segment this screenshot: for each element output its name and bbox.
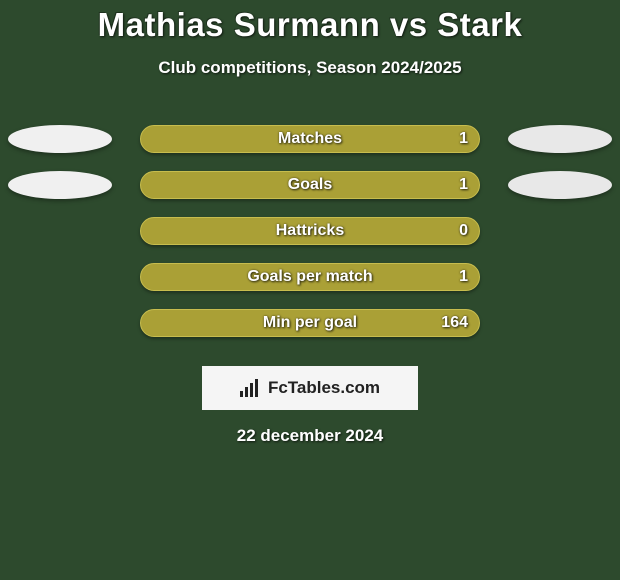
left-ellipse bbox=[8, 171, 112, 199]
stat-row: Min per goal 164 bbox=[0, 300, 620, 346]
stat-bar: Matches 1 bbox=[140, 125, 480, 153]
page-title: Mathias Surmann vs Stark bbox=[0, 0, 620, 44]
date-text: 22 december 2024 bbox=[0, 426, 620, 446]
stat-bar: Min per goal 164 bbox=[140, 309, 480, 337]
left-ellipse bbox=[8, 125, 112, 153]
comparison-infographic: Mathias Surmann vs Stark Club competitio… bbox=[0, 0, 620, 580]
stat-bar: Goals per match 1 bbox=[140, 263, 480, 291]
stat-value: 1 bbox=[459, 268, 468, 286]
right-ellipse bbox=[508, 125, 612, 153]
stat-row: Goals per match 1 bbox=[0, 254, 620, 300]
stat-row: Goals 1 bbox=[0, 162, 620, 208]
logo-text: FcTables.com bbox=[268, 378, 380, 398]
stat-label: Min per goal bbox=[263, 314, 357, 332]
page-subtitle: Club competitions, Season 2024/2025 bbox=[0, 58, 620, 78]
stat-label: Goals per match bbox=[247, 268, 372, 286]
stat-value: 1 bbox=[459, 176, 468, 194]
stat-value: 1 bbox=[459, 130, 468, 148]
stat-row: Matches 1 bbox=[0, 116, 620, 162]
stat-label: Hattricks bbox=[276, 222, 344, 240]
stat-label: Goals bbox=[288, 176, 332, 194]
stat-bar: Hattricks 0 bbox=[140, 217, 480, 245]
stat-bar: Goals 1 bbox=[140, 171, 480, 199]
stat-row: Hattricks 0 bbox=[0, 208, 620, 254]
stat-value: 0 bbox=[459, 222, 468, 240]
stat-label: Matches bbox=[278, 130, 342, 148]
logo-box: FcTables.com bbox=[202, 366, 418, 410]
right-ellipse bbox=[508, 171, 612, 199]
bars-icon bbox=[240, 379, 262, 397]
stat-value: 164 bbox=[441, 314, 468, 332]
stats-container: Matches 1 Goals 1 Hattricks 0 Goals per match 1… bbox=[0, 116, 620, 346]
